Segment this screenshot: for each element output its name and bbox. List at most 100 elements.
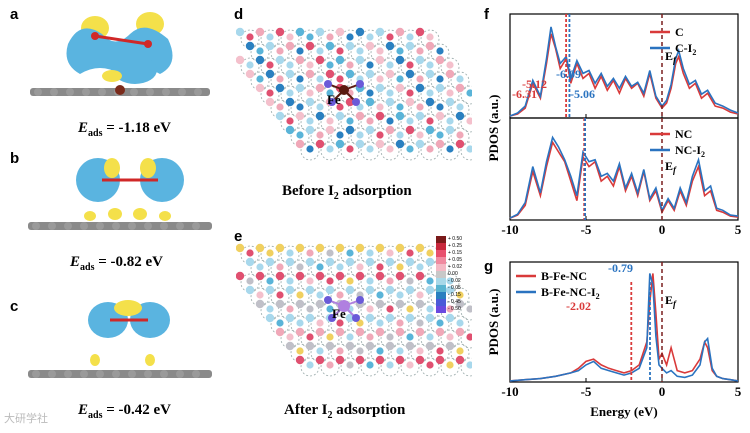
hex-ring [300, 301, 320, 321]
atom [396, 319, 404, 327]
atom [376, 103, 384, 111]
atom [395, 271, 405, 281]
atom [245, 41, 255, 51]
atom [346, 145, 354, 153]
hex-ring [440, 141, 460, 161]
atom [255, 55, 265, 65]
x-tick-label: -5 [581, 222, 592, 237]
atom [386, 61, 394, 69]
atom [275, 327, 285, 337]
atom [315, 299, 325, 309]
atom [395, 83, 405, 93]
fe-label-e: Fe [332, 306, 346, 321]
fermi-label: Ef [665, 159, 677, 175]
atom [366, 305, 374, 313]
panel-e-label: e [234, 228, 243, 245]
atom [356, 131, 364, 139]
hex-ring [430, 259, 450, 279]
atom [375, 139, 385, 149]
hex-ring [360, 357, 380, 377]
hex-ring [310, 259, 330, 279]
iodine-atom [144, 40, 152, 48]
atom [365, 69, 375, 79]
atom [276, 75, 284, 83]
atom [375, 27, 385, 37]
atom [425, 125, 435, 135]
colorbar-swatch [436, 285, 446, 292]
atom [395, 139, 405, 149]
atom [285, 285, 295, 295]
atom [315, 327, 325, 337]
atom [385, 41, 395, 51]
panel-b-structure [28, 158, 212, 230]
panel-c-label: c [10, 298, 19, 315]
atom [366, 277, 374, 285]
band-center-value: -6.31 [512, 87, 537, 101]
atom [416, 347, 424, 355]
hex-ring [320, 113, 340, 133]
hex-ring [360, 57, 380, 77]
plot-frame [509, 13, 739, 119]
atom [316, 103, 324, 111]
atom [295, 55, 305, 65]
atom [385, 125, 395, 135]
x-tick-label: 5 [735, 222, 742, 237]
nitrogen-atom [324, 80, 332, 88]
hex-ring [270, 43, 290, 63]
atom [266, 33, 274, 41]
colorbar-label: - 0.05 [448, 285, 461, 291]
hex-ring [460, 357, 472, 377]
hex-ring [350, 259, 370, 279]
hex-ring [440, 329, 460, 349]
atom [416, 47, 424, 55]
atom [386, 33, 394, 41]
hex-ring [330, 315, 350, 335]
hex-ring [300, 113, 320, 133]
atom [446, 361, 454, 369]
pdos-chart-g: -10 -5 0 5 Ef -2.02 -0.79 B-Fe-NC B-Fe-NC-I2 PDOS… [486, 261, 742, 419]
atom [246, 277, 254, 285]
hex-ring [290, 343, 310, 363]
atom [295, 139, 305, 149]
colorbar-swatch [436, 257, 446, 264]
hex-ring [300, 329, 320, 349]
hex-ring [380, 57, 400, 77]
atom [306, 305, 314, 313]
atom [396, 103, 404, 111]
atom [266, 277, 274, 285]
graphene-sheet [28, 370, 212, 378]
atom [395, 243, 405, 253]
atom [375, 83, 385, 93]
atom [406, 361, 414, 369]
hex-ring [460, 329, 472, 349]
nitrogen-atom [328, 98, 336, 106]
hex-ring [280, 113, 300, 133]
atom [325, 341, 335, 351]
series-line-b-fe-nc-i2 [509, 273, 739, 382]
hex-ring [370, 43, 390, 63]
atom [446, 333, 454, 341]
atom [246, 33, 254, 41]
atom [456, 291, 464, 299]
hex-ring [260, 85, 280, 105]
atom [326, 117, 334, 125]
hex-ring [260, 245, 280, 265]
atom [415, 139, 425, 149]
plot-frame [509, 117, 739, 221]
panel-f-label: f [484, 6, 489, 23]
atom [435, 327, 445, 337]
atom [375, 327, 385, 337]
series-line-c-i2 [509, 26, 739, 117]
atom [366, 361, 374, 369]
atom [455, 327, 465, 337]
atom [236, 271, 245, 281]
atom [445, 285, 455, 295]
legend-label: B-Fe-NC [541, 269, 587, 283]
fe-atom [339, 85, 349, 95]
atom [255, 83, 265, 93]
band-center-value: -6.09 [556, 67, 581, 81]
hex-ring [280, 245, 300, 265]
legend-label: C-I2 [675, 41, 696, 57]
atom [275, 111, 285, 121]
hex-ring [370, 127, 390, 147]
